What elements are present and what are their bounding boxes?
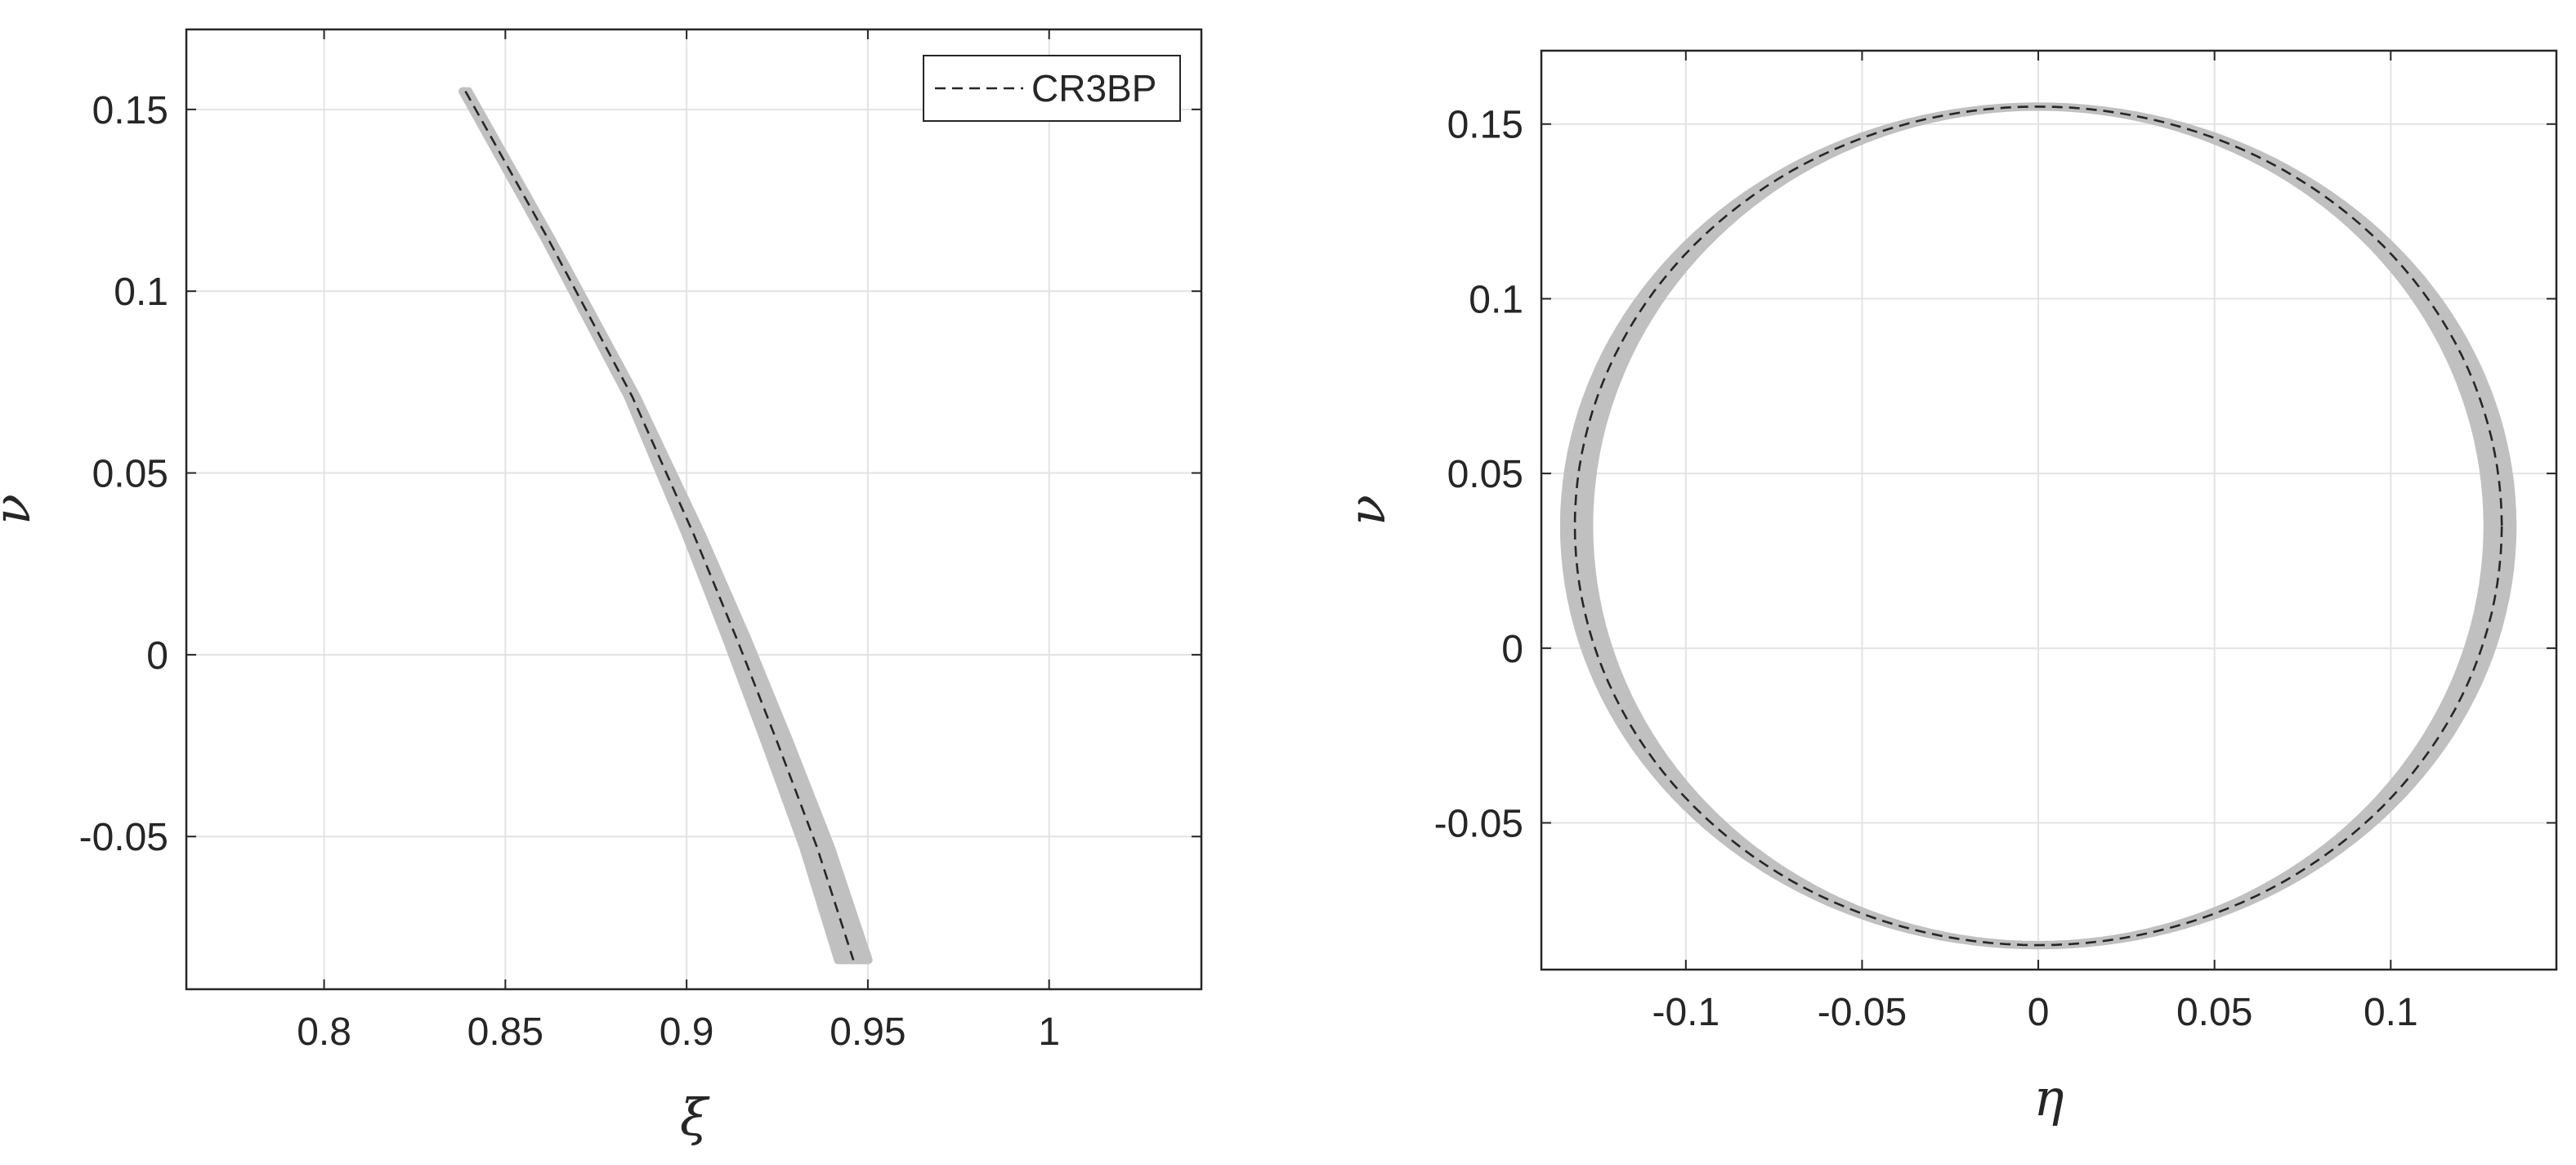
right-axes-box: [1540, 49, 2558, 971]
legend: CR3BP: [923, 55, 1181, 122]
right-x-axis-label: η: [2033, 1068, 2064, 1127]
y-tick-label: 0: [1501, 628, 1523, 671]
right-ticks: -0.1 -0.05 0 0.05 0.1 -0.05 0 0.05 0.1 0.15: [1434, 51, 2556, 1034]
x-tick-label: -0.05: [1818, 991, 1907, 1034]
x-tick-label: 0.95: [830, 1010, 906, 1054]
right-cr3bp-line: [1573, 105, 2503, 947]
y-tick-label: 0.1: [1469, 278, 1523, 321]
right-plot: -0.1 -0.05 0 0.05 0.1 -0.05 0 0.05 0.1 0.15 η ν: [1337, 49, 2558, 1127]
right-y-axis-label: ν: [1337, 495, 1397, 526]
y-tick-label: 0: [146, 634, 168, 678]
legend-label-cr3bp: CR3BP: [1031, 67, 1156, 110]
left-axes-box: [185, 28, 1203, 991]
y-tick-label: 0.05: [92, 453, 168, 496]
x-tick-label: 0.05: [2176, 991, 2252, 1034]
left-cr3bp-line: [464, 90, 855, 961]
y-tick-label: 0.15: [92, 89, 168, 132]
left-plot: 0.8 0.85 0.9 0.95 1 -0.05 0 0.05 0.1 0.15 ξ ν CR3…: [0, 28, 1203, 1147]
x-tick-label: 0: [2028, 991, 2050, 1034]
left-ticks: 0.8 0.85 0.9 0.95 1 -0.05 0 0.05 0.1 0.15: [79, 29, 1201, 1054]
x-tick-label: 0.85: [467, 1010, 543, 1054]
x-tick-label: 1: [1038, 1010, 1060, 1054]
x-tick-label: -0.1: [1652, 991, 1720, 1034]
left-y-axis-label: ν: [0, 494, 42, 525]
y-tick-label: -0.05: [79, 816, 168, 859]
right-trajectory-band: [1559, 102, 2517, 950]
x-tick-label: 0.1: [2364, 991, 2418, 1034]
left-x-axis-label: ξ: [680, 1087, 710, 1147]
legend-box: [923, 55, 1181, 122]
x-tick-label: 0.9: [660, 1010, 714, 1054]
y-tick-label: -0.05: [1434, 803, 1523, 846]
left-trajectory-band: [458, 87, 873, 965]
x-tick-label: 0.8: [297, 1010, 351, 1054]
right-grid: [1541, 51, 2556, 970]
y-tick-label: 0.05: [1447, 453, 1523, 496]
y-tick-label: 0.15: [1447, 104, 1523, 147]
y-tick-label: 0.1: [114, 271, 168, 314]
